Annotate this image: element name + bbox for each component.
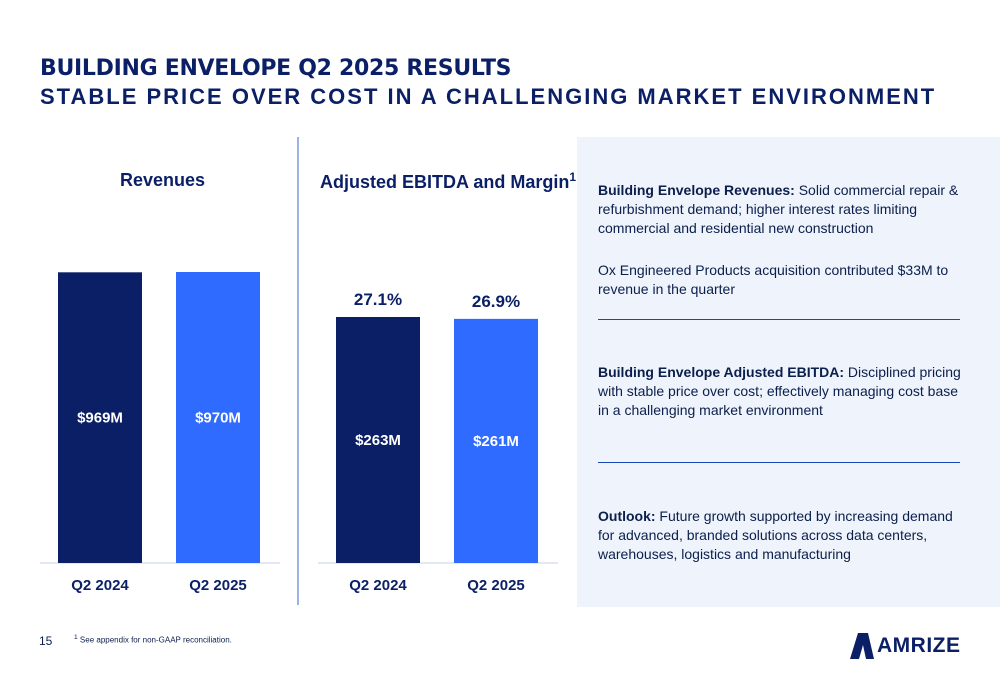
- page-number: 15: [39, 634, 53, 648]
- revenues-category-label: Q2 2024: [71, 577, 129, 594]
- revenues-chart: $969M Q2 2024 $970M Q2 2025: [40, 272, 280, 594]
- ebitda-category-label: Q2 2025: [467, 577, 525, 594]
- ebitda-margin-label: 27.1%: [354, 290, 402, 309]
- ebitda-commentary: Building Envelope Adjusted EBITDA: Disci…: [598, 363, 968, 420]
- ebitda-value-label: $261M: [473, 433, 519, 450]
- commentary-panel: Building Envelope Revenues: Solid commer…: [577, 137, 1000, 607]
- revenues-commentary: Building Envelope Revenues: Solid commer…: [598, 181, 968, 238]
- page-subtitle: STABLE PRICE OVER COST IN A CHALLENGING …: [40, 84, 937, 109]
- chart-divider: [297, 137, 299, 605]
- ebitda-title-footnote-mark: 1: [569, 170, 577, 184]
- logo-wordmark: AMRIZE: [877, 634, 961, 657]
- outlook-commentary-text: Future growth supported by increasing de…: [598, 508, 953, 562]
- revenues-chart-title: Revenues: [120, 170, 206, 190]
- footnote: 1 See appendix for non-GAAP reconciliati…: [74, 634, 232, 645]
- ebitda-chart: $263M Q2 2024 27.1% $261M Q2 2025 26.9%: [318, 290, 558, 594]
- revenues-commentary-head: Building Envelope Revenues:: [598, 182, 795, 198]
- revenues-bar: [58, 272, 142, 563]
- ebitda-chart-title: Adjusted EBITDA and Margin1: [320, 170, 576, 193]
- footnote-mark: 1: [74, 634, 78, 641]
- revenues-value-label: $969M: [77, 410, 123, 427]
- page-title: BUILDING ENVELOPE Q2 2025 RESULTS: [40, 56, 512, 81]
- ebitda-chart-title-text: Adjusted EBITDA and Margin: [320, 172, 570, 192]
- acquisition-commentary: Ox Engineered Products acquisition contr…: [598, 262, 949, 297]
- ebitda-category-label: Q2 2024: [349, 577, 407, 594]
- revenues-bar: [176, 272, 260, 563]
- outlook-commentary-head: Outlook:: [598, 508, 656, 524]
- ebitda-margin-label: 26.9%: [472, 292, 520, 311]
- panel-divider: [598, 462, 960, 463]
- ebitda-bar: [454, 318, 538, 563]
- revenues-value-label: $970M: [195, 410, 241, 427]
- footnote-text: See appendix for non-GAAP reconciliation…: [77, 635, 232, 645]
- ebitda-commentary-text: Disciplined pricing with stable price ov…: [598, 364, 961, 418]
- revenues-category-label: Q2 2025: [189, 577, 247, 594]
- ebitda-commentary-head: Building Envelope Adjusted EBITDA:: [598, 364, 845, 380]
- ebitda-bar: [336, 317, 420, 563]
- revenues-commentary-text: Solid commercial repair & refurbishment …: [598, 182, 959, 236]
- panel-divider: [598, 319, 960, 320]
- ebitda-value-label: $263M: [355, 432, 401, 449]
- outlook-commentary: Outlook: Future growth supported by incr…: [598, 507, 968, 564]
- amrize-logo-icon: [850, 633, 874, 659]
